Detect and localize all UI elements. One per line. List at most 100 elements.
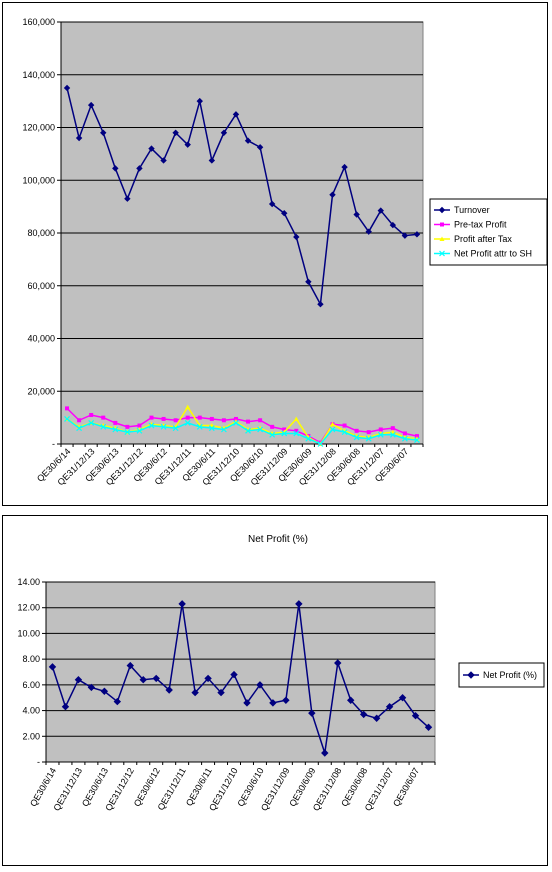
legend-marker (439, 236, 445, 241)
data-point-s3-stroke-b (76, 425, 83, 432)
data-point-s0 (385, 703, 394, 711)
data-point-s1 (113, 420, 118, 425)
data-point-s1 (282, 427, 287, 432)
data-point-s0 (196, 97, 203, 105)
data-point-s3-stroke-b (64, 416, 70, 422)
series-line-0 (66, 87, 418, 307)
data-point-s1 (233, 416, 238, 421)
data-point-s3 (148, 422, 155, 429)
data-point-s0 (372, 714, 381, 722)
y-tick-label: 12.00 (17, 603, 40, 613)
data-point-s1 (390, 426, 395, 431)
data-point-s1 (137, 423, 142, 428)
data-point-s1 (402, 431, 407, 436)
data-point-s0 (413, 231, 421, 238)
legend-marker (439, 250, 445, 257)
chart-title: Net Profit (%) (248, 534, 308, 545)
data-point-s0 (281, 210, 288, 217)
data-point-s0 (308, 709, 316, 717)
data-point-s0 (256, 144, 264, 151)
data-point-s3 (329, 426, 336, 433)
data-point-s1 (149, 415, 154, 420)
data-point-s3 (172, 425, 179, 432)
plot-area (45, 581, 436, 763)
data-point-s2 (185, 404, 191, 410)
data-point-s3-stroke-b (112, 426, 119, 433)
data-point-s3-stroke-b (329, 426, 336, 433)
data-point-s3-stroke-b (377, 431, 384, 438)
data-point-s0 (172, 129, 179, 136)
data-point-s1 (101, 415, 106, 420)
data-point-s3 (64, 416, 70, 422)
data-point-s1 (414, 434, 419, 439)
data-point-s0 (230, 670, 238, 679)
turnover-profit-chart-svg: - 20,000 40,000 60,000 80,000 100,000 120,000 1… (22, 17, 548, 487)
data-point-s0 (74, 676, 83, 684)
data-point-s3 (208, 425, 215, 432)
data-point-s0 (232, 111, 240, 118)
data-point-s0 (148, 145, 155, 152)
y-tick-label: 40,000 (27, 334, 55, 344)
y-tick-label: 8.00 (22, 654, 40, 664)
data-point-s0 (178, 600, 186, 608)
data-point-s3 (281, 430, 288, 437)
data-point-s0 (341, 163, 348, 171)
data-point-s0 (87, 101, 95, 109)
y-tick-label: 120,000 (22, 123, 55, 133)
data-point-s3-stroke-b (389, 431, 396, 438)
data-point-s0 (126, 661, 134, 670)
series-line-3 (66, 418, 418, 445)
data-point-s0 (160, 157, 167, 164)
y-tick-label: 14.00 (17, 577, 40, 587)
x-tick-label: QE30/6/07 (391, 766, 421, 808)
y-tick-label: - (37, 757, 40, 767)
data-point-s1 (161, 416, 166, 421)
data-point-s1 (77, 418, 82, 423)
data-point-s0 (244, 137, 252, 144)
data-point-s3 (160, 423, 167, 430)
data-point-s0 (377, 207, 384, 214)
data-point-s3-stroke-b (220, 426, 227, 433)
y-tick-label: 160,000 (22, 17, 55, 27)
data-point-s0 (112, 165, 119, 172)
y-tick-label: 6.00 (22, 680, 40, 690)
data-point-s0 (256, 681, 264, 689)
data-point-s0 (359, 710, 368, 719)
y-tick-label: 100,000 (22, 175, 55, 185)
data-point-s3 (196, 423, 203, 430)
legend-marker (467, 671, 475, 679)
data-point-s0 (61, 703, 70, 711)
data-point-s0 (293, 233, 300, 241)
data-point-s1 (221, 418, 226, 423)
data-point-s3-stroke-b (88, 419, 95, 426)
data-point-s3 (220, 426, 227, 433)
data-point-s0 (165, 686, 173, 694)
data-point-s1 (366, 430, 371, 435)
data-point-s0 (136, 165, 143, 172)
data-point-s3-stroke-b (136, 427, 143, 434)
data-point-s3 (245, 427, 251, 434)
data-point-s0 (87, 683, 96, 692)
data-point-s3-stroke-b (353, 434, 360, 441)
data-point-s1 (294, 428, 299, 433)
data-point-s0 (217, 688, 225, 697)
data-point-s0 (365, 228, 372, 235)
data-point-s3-stroke-b (401, 435, 408, 442)
legend-marker-stroke-b (439, 250, 445, 257)
data-point-s3 (377, 431, 384, 438)
turnover-profit-chart: - 20,000 40,000 60,000 80,000 100,000 120,000 1… (2, 2, 548, 506)
data-point-s0 (124, 195, 131, 202)
data-point-s0 (334, 659, 342, 667)
data-point-s0 (63, 84, 71, 92)
data-point-s3 (88, 419, 95, 426)
data-point-s1 (378, 427, 383, 432)
y-tick-label: 140,000 (22, 70, 55, 80)
data-point-s1 (354, 428, 359, 433)
data-point-s3-stroke-b (317, 441, 324, 447)
data-point-s1 (173, 418, 178, 423)
data-point-s1 (89, 412, 94, 417)
data-point-s3 (184, 419, 191, 426)
data-point-s3-stroke-b (281, 430, 288, 437)
data-point-s0 (321, 749, 329, 757)
data-point-s1 (270, 424, 275, 429)
